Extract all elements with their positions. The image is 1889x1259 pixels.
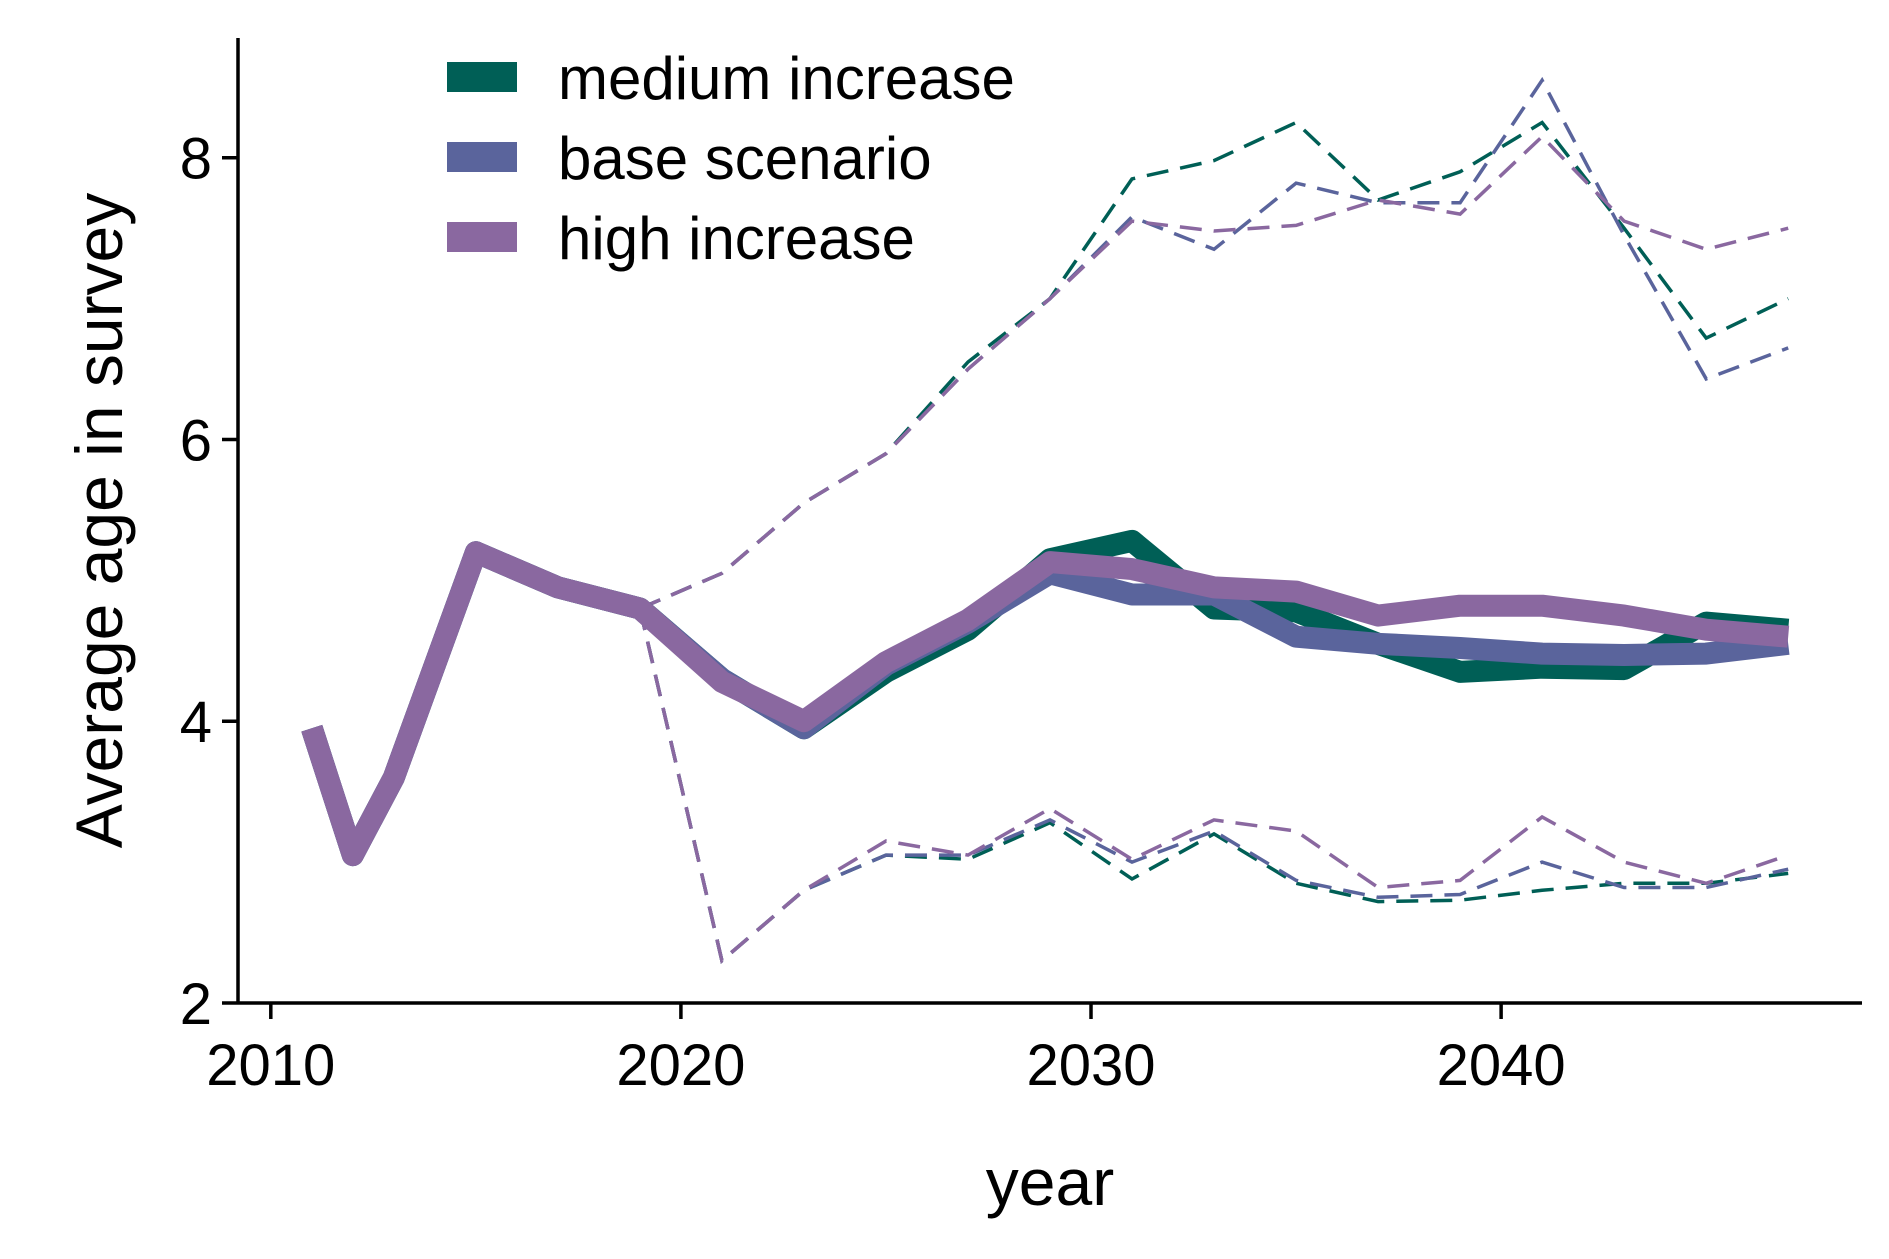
medium-increase-upper-bound-line	[639, 120, 1789, 611]
legend: medium increase base scenario high increas…	[447, 45, 1015, 272]
legend-label: high increase	[558, 205, 915, 272]
axes: 2 4 6 8 2010 2020 2030 2040	[180, 38, 1862, 1098]
x-tick-label: 2020	[616, 1033, 745, 1098]
high-increase-series-line	[301, 541, 1790, 867]
legend-label: base scenario	[558, 125, 932, 192]
x-axis-title: year	[986, 1145, 1114, 1219]
high-increase-upper-bound-line	[639, 134, 1789, 611]
high-increase-lower-bound-line	[638, 608, 1789, 964]
y-tick-label: 4	[180, 690, 212, 755]
base-scenario-upper-bound-line	[639, 76, 1789, 611]
x-tick-label: 2010	[206, 1033, 335, 1098]
legend-item-medium-increase: medium increase	[447, 45, 1015, 112]
x-ticks: 2010 2020 2030 2040	[206, 1003, 1566, 1098]
x-tick-label: 2040	[1437, 1033, 1566, 1098]
legend-item-base-scenario: base scenario	[447, 125, 932, 192]
y-tick-label: 8	[180, 127, 212, 192]
y-axis-title: Average age in survey	[62, 193, 136, 849]
legend-swatch	[447, 62, 517, 92]
legend-item-high-increase: high increase	[447, 205, 915, 272]
legend-label: medium increase	[558, 45, 1015, 112]
medium-increase-lower-bound-line	[638, 608, 1789, 964]
x-tick-label: 2030	[1026, 1033, 1155, 1098]
legend-swatch	[447, 222, 517, 252]
plot-area	[301, 76, 1790, 964]
y-ticks: 2 4 6 8	[180, 127, 238, 1037]
y-tick-label: 6	[180, 408, 212, 473]
y-tick-label: 2	[180, 972, 212, 1037]
legend-swatch	[447, 142, 517, 172]
